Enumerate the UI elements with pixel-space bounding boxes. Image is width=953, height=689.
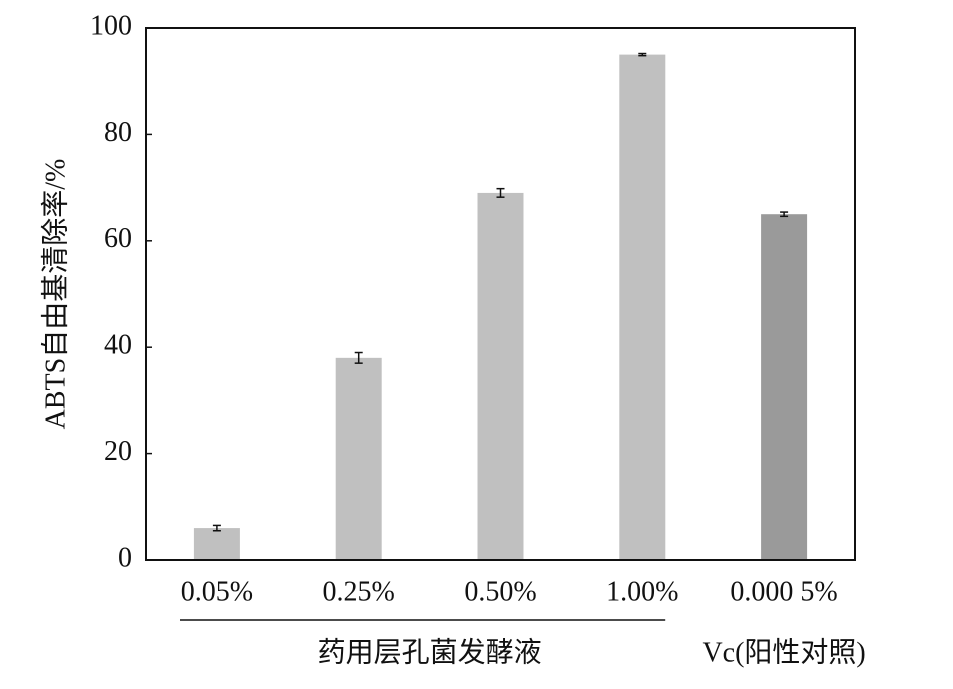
x-tick-label: 1.00%: [606, 576, 678, 607]
group-label: 药用层孔菌发酵液: [318, 636, 542, 668]
bar: [761, 214, 808, 560]
plot-frame: [145, 27, 856, 561]
y-tick-label: 60: [104, 223, 132, 254]
y-tick-label: 20: [104, 436, 132, 467]
bar: [477, 192, 524, 561]
y-tick-label: 40: [104, 330, 132, 361]
y-axis-label: ABTS自由基清除率/%: [39, 159, 71, 430]
y-tick-label: 0: [118, 542, 132, 573]
x-tick-label: 0.000 5%: [730, 576, 837, 607]
y-tick-label: 100: [90, 10, 132, 41]
group-label: Vc(阳性对照): [702, 636, 865, 668]
bar: [335, 357, 382, 560]
x-tick-label: 0.50%: [464, 576, 536, 607]
x-tick-label: 0.25%: [323, 576, 395, 607]
y-tick-label: 80: [104, 117, 132, 148]
x-tick-label: 0.05%: [181, 576, 253, 607]
bar: [193, 528, 240, 560]
bar: [619, 54, 666, 560]
